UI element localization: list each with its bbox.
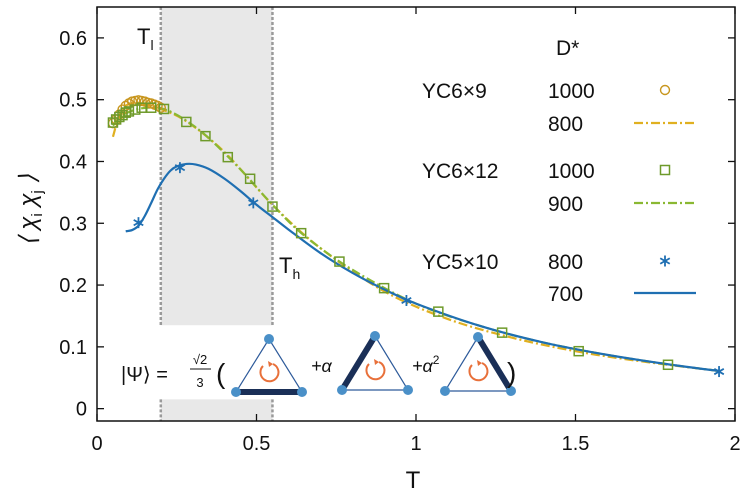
legend-group-label: YC6×9 [422, 80, 487, 103]
data-point-yc6-12-1000 [662, 359, 674, 371]
formula-inset: |Ψ⟩ = √2 3 ( +α +α2 [121, 331, 516, 397]
y-tick-label: 0.5 [59, 90, 87, 112]
data-point-yc5-10-800-stroke [248, 199, 259, 207]
x-tick-label: 0.5 [243, 433, 271, 455]
legend-entry-label: 1000 [548, 80, 595, 103]
y-tick-label: 0.6 [59, 28, 87, 50]
data-point-yc6-12-1000 [117, 109, 128, 121]
data-point-yc5-10-800 [248, 197, 259, 209]
y-tick-label: 0.4 [59, 151, 87, 173]
series-layer [107, 95, 725, 378]
series-line-yc6-12-900 [112, 106, 720, 373]
data-point-yc6-12-1000 [496, 327, 508, 338]
x-axis-label: T [406, 467, 421, 494]
data-point-yc6-12-1000 [222, 151, 234, 163]
tl-annotation: Tl [137, 24, 154, 53]
legend-marker-stroke [659, 257, 671, 265]
data-point-yc6-12-1000 [267, 201, 278, 212]
x-tick-label: 1.5 [562, 433, 590, 455]
data-point-yc5-10-800-stroke [401, 296, 412, 305]
triangle-diagram-1 [231, 334, 307, 397]
formula-term2: +α [311, 356, 333, 376]
svg-text:⟨ χi χj ⟩: ⟨ χi χj ⟩ [15, 174, 46, 246]
y-tick-label: 0.1 [59, 337, 87, 359]
legend: D* YC6×9 1000 800 YC6×12 1000 900 YC5×10 800 700 [422, 37, 696, 306]
legend-entry-label: 800 [548, 251, 583, 274]
th-annotation: Th [279, 253, 300, 282]
legend-entry-label: 900 [548, 193, 583, 216]
formula-close-paren: ) [507, 357, 516, 388]
data-point-yc6-12-1000 [295, 227, 307, 239]
series-line-yc5-10-700 [125, 162, 720, 373]
formula-lhs: |Ψ⟩ = [121, 364, 168, 386]
formula-frac-den: 3 [196, 375, 203, 390]
data-point-yc6-12-1000 [378, 282, 390, 294]
data-point-yc5-10-800-stroke [174, 164, 186, 172]
legend-entry-label: 700 [548, 283, 583, 306]
legend-group-label: YC6×12 [422, 160, 498, 183]
data-point-yc6-12-1000 [181, 116, 192, 128]
data-point-yc5-10-800 [174, 162, 186, 174]
data-point-yc6-12-1000 [158, 103, 170, 115]
circulation-arrow-icon [259, 363, 280, 383]
formula-frac-num: √2 [193, 352, 207, 367]
x-tick-label: 0 [91, 433, 102, 455]
data-point-yc6-12-1000 [130, 104, 141, 115]
x-tick-label: 1 [410, 433, 421, 455]
shaded-rect-lower [160, 399, 273, 421]
circulation-arrow-icon [365, 361, 386, 381]
legend-entry-label: 1000 [548, 160, 595, 183]
data-point-yc6-12-1000 [200, 130, 211, 142]
data-point-yc6-12-1000 [244, 173, 256, 185]
y-tick-label: 0.2 [59, 275, 87, 297]
legend-header: D* [556, 37, 579, 60]
circulation-arrow-icon [468, 362, 489, 382]
y-axis-label: ⟨ χi χj ⟩ [15, 174, 46, 246]
axes: 0 0.5 1 1.5 2 0 0.1 0.2 0.3 0.4 0.5 0.6 [59, 6, 741, 455]
legend-entry-label: 800 [548, 113, 583, 136]
data-point-yc5-10-800 [713, 366, 725, 378]
y-tick-label: 0 [76, 399, 87, 421]
y-tick-label: 0.3 [59, 213, 87, 235]
triangle-diagram-2 [337, 331, 413, 395]
data-point-yc6-12-1000 [123, 106, 135, 117]
data-point-yc5-10-800-stroke [133, 219, 144, 227]
triangle-diagram-3 [440, 332, 516, 396]
x-tick-label: 2 [729, 433, 740, 455]
legend-marker [659, 84, 671, 96]
data-point-yc5-10-800-stroke [713, 368, 725, 376]
data-point-yc6-12-1000 [433, 306, 444, 317]
data-point-yc6-12-1000 [145, 102, 157, 113]
legend-marker [659, 255, 671, 267]
legend-group-label: YC5×10 [422, 251, 498, 274]
data-point-yc6-12-1000 [573, 345, 584, 357]
data-point-yc6-12-1000 [107, 117, 119, 128]
legend-marker [659, 164, 671, 176]
formula-term3: +α2 [412, 353, 440, 376]
data-point-yc6-12-1000 [334, 256, 345, 267]
formula-open-paren: ( [216, 358, 226, 389]
data-point-yc5-10-800 [401, 295, 412, 307]
data-point-yc5-10-800 [133, 217, 144, 229]
